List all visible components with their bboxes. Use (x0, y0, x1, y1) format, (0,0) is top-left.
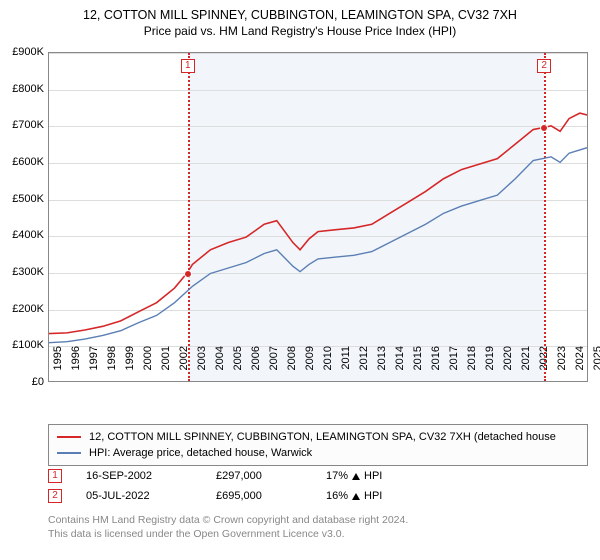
legend-label: 12, COTTON MILL SPINNEY, CUBBINGTON, LEA… (89, 431, 556, 443)
transaction-price: £695,000 (216, 490, 326, 502)
footer: 1 16-SEP-2002£297,00017%HPI 2 05-JUL-2022£6… (48, 466, 588, 541)
y-axis-label: £400K (4, 229, 44, 241)
event-point (184, 270, 192, 278)
y-axis-label: £600K (4, 156, 44, 168)
event-marker: 2 (537, 59, 551, 73)
arrow-up-icon (352, 473, 360, 480)
transaction-row: 1 16-SEP-2002£297,00017%HPI (48, 466, 588, 486)
y-axis-label: £100K (4, 339, 44, 351)
x-axis-label: 2025 (592, 346, 600, 386)
arrow-up-icon (352, 493, 360, 500)
y-axis-label: £300K (4, 266, 44, 278)
event-marker: 1 (181, 59, 195, 73)
event-point (540, 124, 548, 132)
legend: 12, COTTON MILL SPINNEY, CUBBINGTON, LEA… (48, 424, 588, 466)
transaction-date: 16-SEP-2002 (86, 470, 216, 482)
y-axis-label: £800K (4, 83, 44, 95)
license-line-1: Contains HM Land Registry data © Crown c… (48, 514, 588, 528)
license-line-2: This data is licensed under the Open Gov… (48, 528, 588, 542)
plot-region: 12 (48, 52, 588, 382)
transaction-date: 05-JUL-2022 (86, 490, 216, 502)
legend-swatch (57, 452, 81, 454)
series-line (49, 113, 587, 333)
transaction-price: £297,000 (216, 470, 326, 482)
transaction-marker: 1 (48, 469, 62, 483)
chart-title: 12, COTTON MILL SPINNEY, CUBBINGTON, LEA… (10, 8, 590, 22)
transaction-hpi: 17%HPI (326, 470, 382, 482)
chart-area: 12 £0£100K£200K£300K£400K£500K£600K£700K… (0, 46, 600, 418)
y-axis-label: £0 (4, 376, 44, 388)
legend-swatch (57, 436, 81, 438)
legend-item: HPI: Average price, detached house, Warw… (57, 445, 579, 461)
y-axis-label: £900K (4, 46, 44, 58)
transaction-marker: 2 (48, 489, 62, 503)
transaction-row: 2 05-JUL-2022£695,00016%HPI (48, 486, 588, 506)
chart-subtitle: Price paid vs. HM Land Registry's House … (10, 24, 590, 38)
legend-item: 12, COTTON MILL SPINNEY, CUBBINGTON, LEA… (57, 429, 579, 445)
legend-label: HPI: Average price, detached house, Warw… (89, 447, 312, 459)
y-axis-label: £200K (4, 303, 44, 315)
series-line (49, 148, 587, 343)
y-axis-label: £700K (4, 119, 44, 131)
transaction-hpi: 16%HPI (326, 490, 382, 502)
y-axis-label: £500K (4, 193, 44, 205)
line-layer (49, 53, 587, 381)
